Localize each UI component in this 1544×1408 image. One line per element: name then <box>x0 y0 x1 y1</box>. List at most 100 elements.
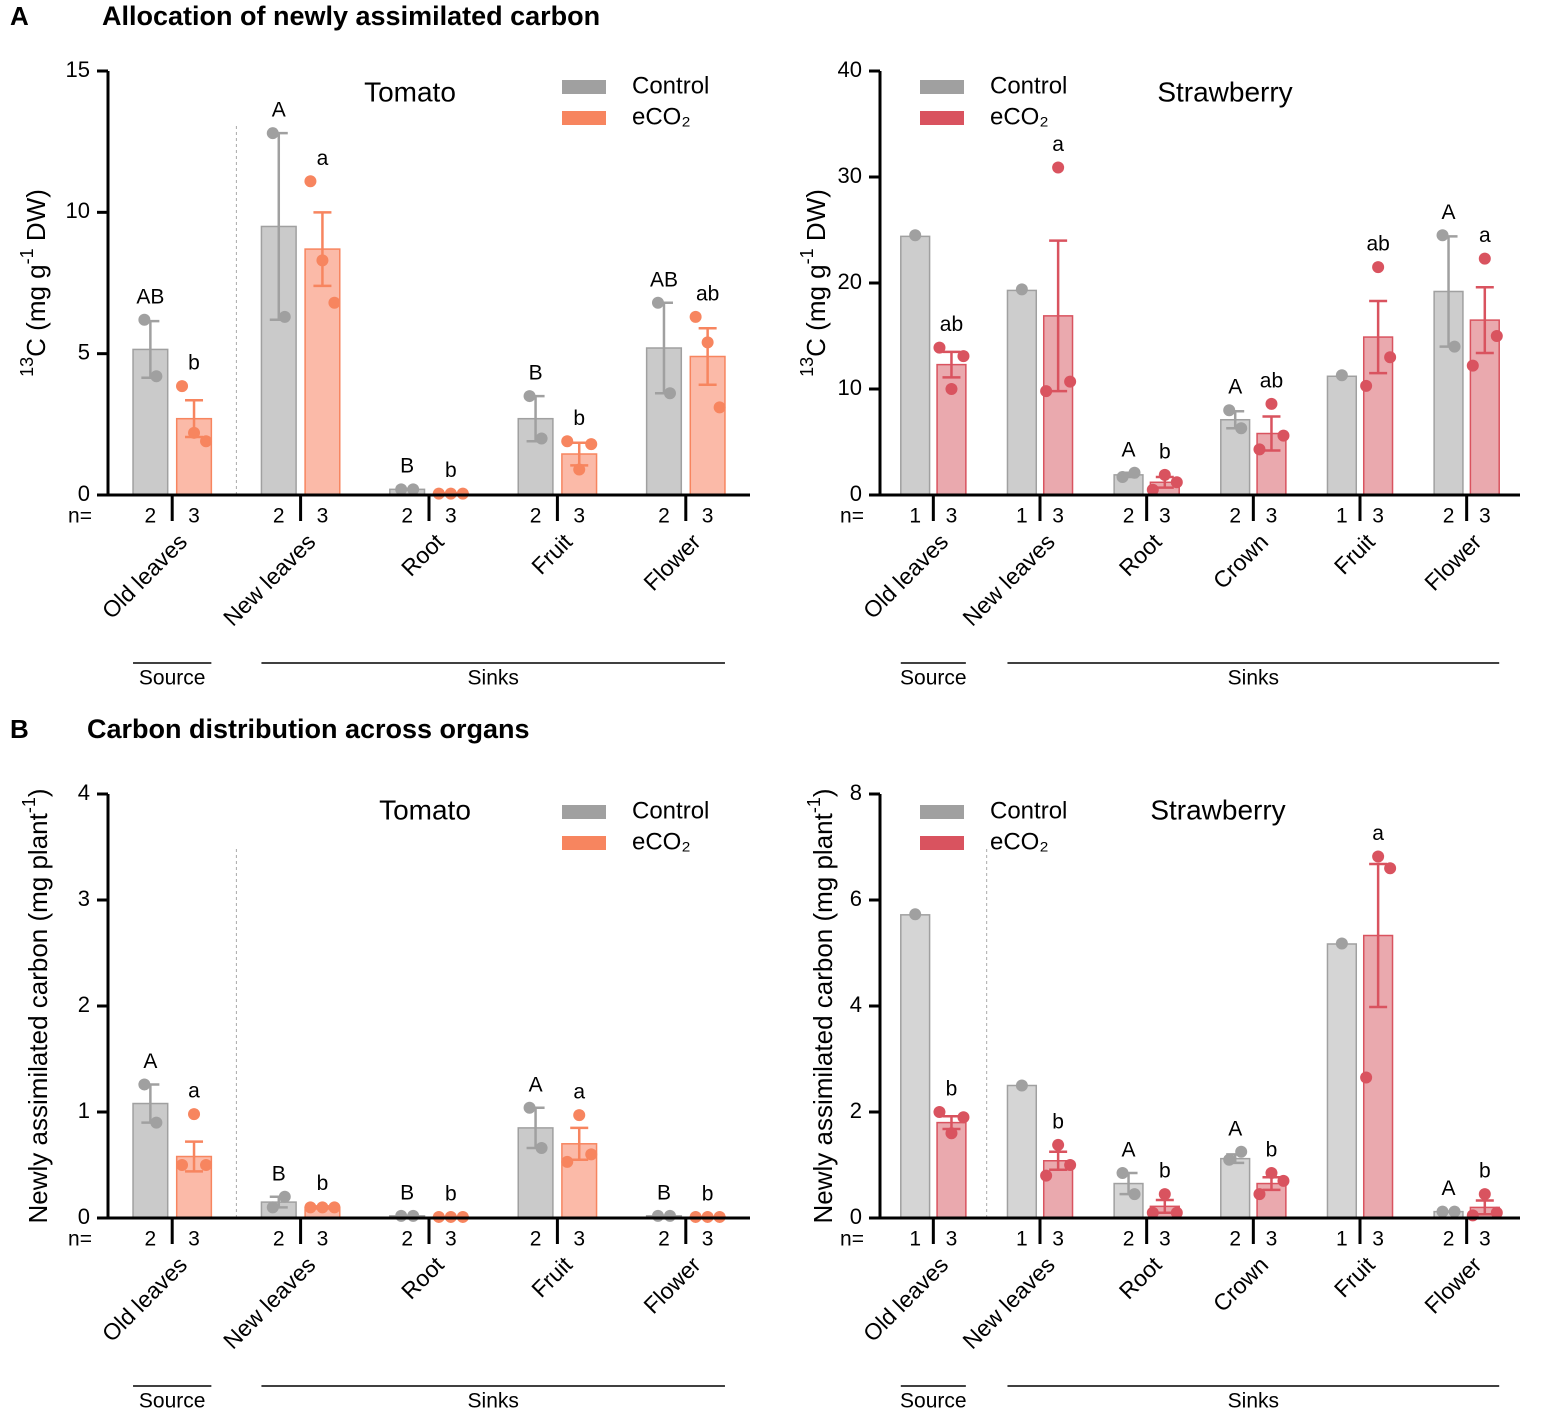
significance-letter: AB <box>650 268 678 291</box>
significance-letter: b <box>445 459 457 482</box>
bar <box>1006 289 1038 496</box>
y-tick-label: 2 <box>78 992 90 1017</box>
n-prefix: n= <box>68 505 92 528</box>
y-tick-label: 10 <box>66 198 90 223</box>
data-point <box>1277 429 1290 442</box>
legend-label: Control <box>990 797 1067 824</box>
panel-label: B <box>10 714 29 744</box>
data-point <box>328 296 341 309</box>
group-label: Source <box>900 667 967 690</box>
data-point <box>523 390 536 403</box>
x-tick-label: Old leaves <box>858 528 953 623</box>
data-point <box>407 1209 420 1222</box>
chart-title: Strawberry <box>1157 76 1292 107</box>
n-label: 1 <box>909 505 921 528</box>
x-tick-label: New leaves <box>218 1251 320 1353</box>
significance-letter: ab <box>1366 233 1389 256</box>
data-point <box>395 483 408 496</box>
bar <box>900 914 931 1219</box>
data-point <box>561 1155 574 1168</box>
data-point <box>1253 443 1266 456</box>
data-point <box>701 336 714 349</box>
significance-letter: a <box>317 147 329 170</box>
legend-swatch <box>562 836 606 850</box>
group-label: Sinks <box>468 667 519 690</box>
x-tick-label: New leaves <box>957 528 1059 630</box>
legend-swatch <box>562 111 606 125</box>
x-tick-label: Flower <box>638 528 705 595</box>
legend-label: eCO₂ <box>632 103 691 130</box>
data-point <box>573 1109 586 1122</box>
data-point <box>1478 1188 1491 1201</box>
legend-label: Control <box>990 72 1067 99</box>
data-point <box>266 127 279 140</box>
data-point <box>1478 252 1491 265</box>
y-axis-label-part: Newly assimilated carbon (mg plant <box>808 812 838 1223</box>
x-tick-label: New leaves <box>957 1251 1059 1353</box>
data-point <box>1265 397 1278 410</box>
data-point <box>1158 1188 1171 1201</box>
n-label: 3 <box>946 1228 958 1251</box>
n-label: 2 <box>145 1228 157 1251</box>
n-label: 3 <box>317 505 329 528</box>
data-point <box>1466 1209 1479 1222</box>
legend-label: eCO₂ <box>990 828 1049 855</box>
n-label: 3 <box>573 505 585 528</box>
significance-letter: A <box>1442 201 1456 224</box>
n-label: 3 <box>445 505 457 528</box>
n-label: 1 <box>1016 1228 1028 1251</box>
significance-letter: A <box>1228 1117 1242 1140</box>
panel-title: Carbon distribution across organs <box>87 714 530 744</box>
n-label: 2 <box>658 1228 670 1251</box>
legend-swatch <box>562 80 606 94</box>
significance-letter: B <box>529 362 543 385</box>
data-point <box>585 1148 598 1161</box>
x-tick-label: Root <box>1114 1251 1167 1304</box>
n-label: 2 <box>401 1228 413 1251</box>
y-axis-label-part: -1 <box>797 248 817 264</box>
n-label: 2 <box>273 505 285 528</box>
y-axis-label-part: C (mg g <box>21 264 51 356</box>
legend-swatch <box>920 111 964 125</box>
n-label: 3 <box>1479 505 1491 528</box>
y-tick-label: 15 <box>66 57 90 82</box>
y-tick-label: 0 <box>850 481 862 506</box>
data-point <box>957 1111 970 1124</box>
data-point <box>945 383 958 395</box>
y-axis-label: 13C (mg g-1 DW) <box>17 189 51 377</box>
y-axis-label: Newly assimilated carbon (mg plant-1) <box>804 788 838 1223</box>
data-point <box>945 1127 958 1140</box>
data-point <box>150 1116 163 1129</box>
data-point <box>138 313 151 326</box>
data-point <box>176 1159 189 1171</box>
data-point <box>188 426 201 439</box>
group-label: Sinks <box>468 1390 519 1408</box>
data-point <box>957 350 970 363</box>
n-label: 1 <box>909 1228 921 1251</box>
n-label: 2 <box>1229 505 1241 528</box>
y-tick-label: 0 <box>78 481 90 506</box>
significance-letter: b <box>188 352 200 375</box>
y-axis-label-part: 13 <box>797 357 817 377</box>
data-point <box>266 1201 279 1214</box>
x-tick-label: Root <box>396 528 449 581</box>
x-tick-label: Fruit <box>526 528 577 579</box>
y-tick-label: 6 <box>850 886 862 911</box>
significance-letter: A <box>1122 438 1136 461</box>
significance-letter: a <box>573 1081 585 1104</box>
n-label: 2 <box>530 1228 542 1251</box>
data-point <box>1448 340 1461 353</box>
n-label: 3 <box>946 505 958 528</box>
bar <box>1326 943 1358 1219</box>
x-tick-label: Fruit <box>1329 528 1380 579</box>
data-point <box>278 310 291 323</box>
y-axis-label-part: DW) <box>801 189 831 248</box>
y-axis-label-part: C (mg g <box>801 264 831 356</box>
n-label: 2 <box>401 505 413 528</box>
data-point <box>909 229 922 242</box>
legend-label: eCO₂ <box>990 103 1049 130</box>
n-label: 3 <box>188 1228 200 1251</box>
y-tick-label: 0 <box>850 1204 862 1229</box>
legend-label: eCO₂ <box>632 828 691 855</box>
data-point <box>1158 468 1171 481</box>
